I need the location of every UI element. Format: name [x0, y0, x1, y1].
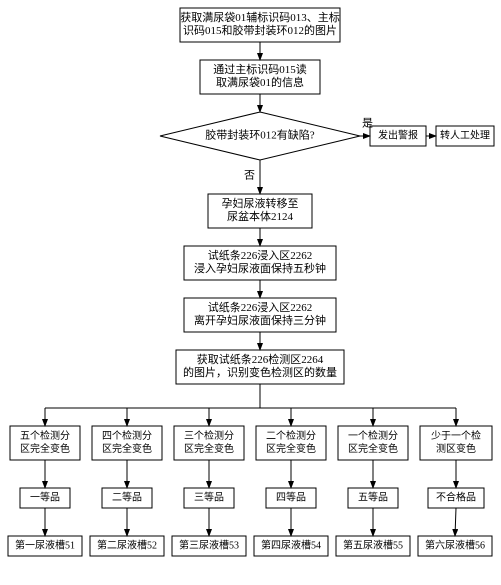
svg-text:区完全变色: 区完全变色 — [102, 442, 152, 455]
node-g3: 三等品 — [184, 488, 234, 508]
node-n7: 试纸条226浸入区2262浸入孕妇尿液面保持五秒钟 — [184, 246, 336, 280]
label-yes: 是 — [362, 117, 373, 130]
svg-text:浸入孕妇尿液面保持五秒钟: 浸入孕妇尿液面保持五秒钟 — [194, 261, 326, 275]
node-g4: 四等品 — [266, 488, 316, 508]
svg-text:五个检测分: 五个检测分 — [20, 429, 70, 442]
node-s3: 第三尿液槽53 — [172, 536, 246, 556]
node-n8: 试纸条226浸入区2262离开孕妇尿液面保持三分钟 — [184, 298, 336, 332]
node-s1: 第一尿液槽51 — [8, 536, 82, 556]
svg-text:第三尿液槽53: 第三尿液槽53 — [179, 538, 239, 551]
node-n3: 胶带封装环012有缺陷? — [160, 112, 360, 160]
node-s2: 第二尿液槽52 — [90, 536, 164, 556]
svg-text:区完全变色: 区完全变色 — [20, 442, 70, 455]
node-n5: 转人工处理 — [436, 126, 494, 146]
node-s5: 第五尿液槽55 — [336, 536, 410, 556]
svg-text:孕妇尿液转移至: 孕妇尿液转移至 — [222, 196, 299, 210]
svg-text:一个检测分: 一个检测分 — [348, 429, 398, 442]
svg-text:四个检测分: 四个检测分 — [102, 429, 152, 442]
svg-text:第五尿液槽55: 第五尿液槽55 — [343, 538, 403, 551]
svg-text:试纸条226浸入区2262: 试纸条226浸入区2262 — [208, 248, 313, 262]
node-n1: 获取满尿袋01辅标识码013、主标识码015和胶带封装环012的图片 — [180, 8, 340, 42]
svg-text:第二尿液槽52: 第二尿液槽52 — [97, 538, 157, 551]
flowchart: 获取满尿袋01辅标识码013、主标识码015和胶带封装环012的图片通过主标识码… — [0, 0, 501, 585]
svg-text:五等品: 五等品 — [358, 490, 388, 503]
svg-text:第六尿液槽56: 第六尿液槽56 — [425, 538, 485, 551]
node-n9: 获取试纸条226检测区2264的图片，识别变色检测区的数量 — [176, 350, 344, 384]
svg-text:的图片，识别变色检测区的数量: 的图片，识别变色检测区的数量 — [183, 365, 337, 379]
svg-text:区完全变色: 区完全变色 — [348, 442, 398, 455]
svg-text:四等品: 四等品 — [276, 490, 306, 503]
svg-text:少于一个检: 少于一个检 — [431, 429, 481, 442]
node-s4: 第四尿液槽54 — [254, 536, 328, 556]
svg-text:三等品: 三等品 — [194, 490, 224, 503]
node-g2: 二等品 — [102, 488, 152, 508]
node-b4: 二个检测分区完全变色 — [256, 426, 326, 460]
svg-text:三个检测分: 三个检测分 — [184, 429, 234, 442]
node-g1: 一等品 — [20, 488, 70, 508]
svg-text:取满尿袋01的信息: 取满尿袋01的信息 — [216, 75, 304, 89]
svg-text:区完全变色: 区完全变色 — [266, 442, 316, 455]
node-n2: 通过主标识码015读取满尿袋01的信息 — [200, 60, 320, 94]
node-n6: 孕妇尿液转移至尿盆本体2124 — [208, 194, 312, 228]
svg-text:获取试纸条226检测区2264: 获取试纸条226检测区2264 — [197, 352, 324, 366]
svg-text:二个检测分: 二个检测分 — [266, 429, 316, 442]
node-n4: 发出警报 — [370, 126, 426, 146]
svg-text:离开孕妇尿液面保持三分钟: 离开孕妇尿液面保持三分钟 — [194, 313, 326, 327]
svg-text:不合格品: 不合格品 — [436, 490, 476, 503]
node-g6: 不合格品 — [428, 488, 484, 508]
svg-text:胶带封装环012有缺陷?: 胶带封装环012有缺陷? — [205, 128, 314, 142]
svg-text:获取满尿袋01辅标识码013、主标: 获取满尿袋01辅标识码013、主标 — [180, 10, 340, 24]
svg-text:尿盆本体2124: 尿盆本体2124 — [227, 209, 293, 223]
node-b6: 少于一个检测区变色 — [420, 426, 492, 460]
node-b2: 四个检测分区完全变色 — [92, 426, 162, 460]
svg-text:第一尿液槽51: 第一尿液槽51 — [15, 538, 75, 551]
svg-text:转人工处理: 转人工处理 — [440, 128, 490, 141]
svg-text:区完全变色: 区完全变色 — [184, 442, 234, 455]
svg-text:第四尿液槽54: 第四尿液槽54 — [261, 538, 321, 551]
node-b3: 三个检测分区完全变色 — [174, 426, 244, 460]
node-b1: 五个检测分区完全变色 — [10, 426, 80, 460]
svg-text:试纸条226浸入区2262: 试纸条226浸入区2262 — [208, 300, 313, 314]
node-g5: 五等品 — [348, 488, 398, 508]
node-b5: 一个检测分区完全变色 — [338, 426, 408, 460]
svg-text:二等品: 二等品 — [112, 490, 142, 503]
svg-text:发出警报: 发出警报 — [378, 128, 418, 141]
edge — [455, 508, 456, 536]
label-no: 否 — [244, 170, 255, 182]
svg-text:通过主标识码015读: 通过主标识码015读 — [213, 62, 307, 76]
svg-text:一等品: 一等品 — [30, 490, 60, 503]
svg-text:识码015和胶带封装环012的图片: 识码015和胶带封装环012的图片 — [183, 23, 337, 37]
node-s6: 第六尿液槽56 — [418, 536, 492, 556]
svg-text:测区变色: 测区变色 — [436, 442, 476, 455]
